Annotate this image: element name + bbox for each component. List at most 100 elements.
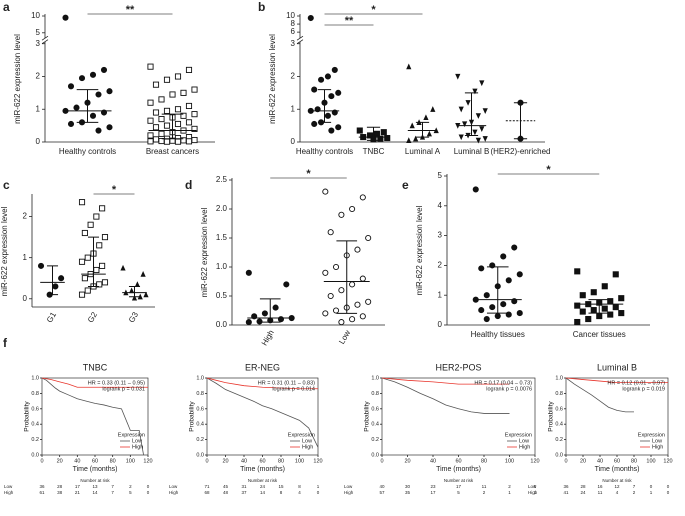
data-point (590, 307, 597, 314)
data-point (607, 311, 614, 318)
data-point (180, 89, 187, 96)
risk-row-label: Low (528, 484, 537, 489)
survival-curve (41, 377, 144, 456)
data-point (430, 106, 436, 112)
data-point (478, 307, 485, 314)
y-tick-label: 1.0 (371, 375, 379, 381)
data-point (143, 291, 149, 298)
data-point (84, 254, 91, 261)
x-tick-label: 40 (74, 458, 80, 464)
x-tick-label: Breast cancers (146, 147, 199, 156)
data-point (129, 287, 135, 294)
y-tick-label: 1.0 (31, 375, 39, 381)
risk-count: 17 (75, 484, 81, 489)
data-point (574, 318, 581, 326)
data-point (81, 275, 88, 282)
risk-count: 13 (92, 484, 98, 489)
hazard-ratio: HR = 0.17 (0.04 – 0.73) (474, 380, 532, 386)
risk-count: 14 (92, 490, 98, 495)
data-point (185, 119, 193, 126)
data-point (377, 135, 384, 142)
y-axis-label: miR-622 expression level (0, 206, 9, 296)
data-point (245, 269, 252, 276)
y-tick-label: 5 (438, 171, 443, 180)
data-point (579, 308, 586, 315)
y-tick-label: 8 (291, 19, 296, 28)
data-point (163, 122, 171, 129)
y-tick-label: 0.6 (555, 406, 563, 412)
data-point (245, 319, 252, 326)
risk-count: 1 (650, 490, 653, 495)
data-point (81, 229, 88, 237)
data-point (472, 88, 478, 95)
risk-count: 61 (39, 490, 45, 495)
x-tick-label: 80 (631, 458, 637, 464)
data-point (147, 117, 154, 124)
data-point (472, 186, 479, 193)
survival-curve (381, 377, 510, 385)
survival-curve (565, 377, 668, 384)
data-point (367, 132, 374, 139)
risk-count: 7 (111, 484, 114, 489)
x-tick-label: 80 (278, 458, 284, 464)
data-point (152, 124, 160, 131)
x-tick-label: TNBC (363, 147, 385, 156)
data-point (359, 313, 366, 320)
data-point (322, 310, 329, 317)
y-tick-label: 2 (36, 72, 41, 81)
data-point (335, 89, 342, 96)
data-point (324, 73, 331, 80)
y-tick-label: 2 (438, 261, 443, 270)
data-point (95, 127, 102, 134)
risk-count: 35 (405, 490, 411, 495)
data-point (152, 81, 160, 88)
data-point (180, 112, 187, 119)
y-tick-label: 0.8 (31, 391, 39, 397)
error-bar (336, 240, 358, 314)
y-tick-label: 0.2 (555, 437, 563, 443)
x-tick-label: 0 (380, 458, 383, 464)
data-point (406, 137, 412, 143)
risk-count: 16 (597, 484, 603, 489)
data-point (120, 264, 126, 271)
data-point (601, 283, 608, 290)
y-tick-label: 0.5 (216, 291, 228, 300)
x-tick-label: 100 (126, 458, 135, 464)
data-point (147, 138, 154, 145)
data-point (479, 126, 485, 132)
data-point (413, 135, 419, 142)
y-tick-label: 1.0 (196, 375, 204, 381)
x-tick-label: 100 (295, 458, 304, 464)
data-point (483, 315, 490, 323)
data-point (78, 258, 86, 265)
legend-label: Low (302, 438, 312, 444)
y-axis-label: miR-622 expression level (13, 34, 22, 124)
risk-count: 68 (204, 490, 210, 495)
x-tick-label: 0 (205, 458, 208, 464)
risk-count: 4 (616, 490, 619, 495)
data-point (106, 124, 113, 131)
data-point (272, 304, 279, 311)
data-point (89, 71, 97, 78)
data-point (37, 262, 45, 269)
x-axis-label: Time (months) (240, 466, 285, 473)
data-point (458, 106, 464, 113)
data-point (169, 91, 176, 98)
y-tick-label: 0.2 (31, 437, 39, 443)
hazard-ratio: HR = 0.33 (0.11 – 0.95) (88, 380, 145, 386)
y-tick-label: 0.0 (196, 452, 204, 458)
risk-count: 40 (379, 484, 385, 489)
risk-title: Number at risk (80, 478, 110, 483)
y-tick-label: 1.0 (555, 375, 563, 381)
risk-count: 0 (667, 490, 670, 495)
data-point (612, 304, 619, 311)
x-axis-label: Time (months) (595, 466, 640, 473)
x-tick-label: 40 (430, 458, 436, 464)
data-point (384, 135, 391, 142)
data-point (328, 127, 335, 134)
risk-row-label: Low (4, 484, 13, 489)
survival-curve (565, 377, 634, 413)
data-point (359, 194, 366, 201)
data-point (338, 287, 345, 294)
data-point (174, 106, 182, 113)
